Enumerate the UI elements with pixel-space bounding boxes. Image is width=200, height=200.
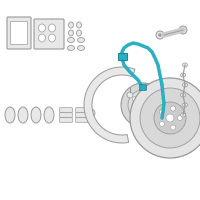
Ellipse shape xyxy=(182,103,188,107)
Circle shape xyxy=(156,31,164,39)
Ellipse shape xyxy=(76,30,82,36)
FancyBboxPatch shape xyxy=(34,19,64,49)
Circle shape xyxy=(87,109,95,117)
Ellipse shape xyxy=(76,22,82,28)
Ellipse shape xyxy=(180,113,186,117)
Polygon shape xyxy=(84,67,135,143)
Circle shape xyxy=(121,83,165,127)
Circle shape xyxy=(135,97,151,113)
FancyBboxPatch shape xyxy=(60,118,72,122)
FancyBboxPatch shape xyxy=(118,53,128,60)
Circle shape xyxy=(140,88,200,148)
Circle shape xyxy=(182,28,184,31)
Circle shape xyxy=(171,125,176,130)
FancyBboxPatch shape xyxy=(60,113,72,117)
FancyBboxPatch shape xyxy=(76,108,88,112)
Circle shape xyxy=(128,90,158,120)
Circle shape xyxy=(159,110,164,115)
Ellipse shape xyxy=(44,107,54,123)
Ellipse shape xyxy=(48,24,56,32)
Ellipse shape xyxy=(68,38,74,43)
Circle shape xyxy=(132,97,137,102)
FancyBboxPatch shape xyxy=(10,21,28,45)
Ellipse shape xyxy=(38,24,46,32)
Ellipse shape xyxy=(48,34,56,42)
FancyBboxPatch shape xyxy=(60,108,72,112)
Circle shape xyxy=(151,102,156,108)
Circle shape xyxy=(179,26,187,34)
FancyBboxPatch shape xyxy=(140,85,146,90)
Ellipse shape xyxy=(68,46,74,50)
Circle shape xyxy=(154,102,186,134)
Ellipse shape xyxy=(38,34,46,42)
Circle shape xyxy=(171,106,176,111)
Ellipse shape xyxy=(5,107,15,123)
FancyBboxPatch shape xyxy=(76,118,88,122)
Ellipse shape xyxy=(31,107,41,123)
Ellipse shape xyxy=(180,93,186,97)
Circle shape xyxy=(90,112,92,114)
Circle shape xyxy=(130,78,200,158)
Ellipse shape xyxy=(18,107,28,123)
Ellipse shape xyxy=(78,38,84,43)
Circle shape xyxy=(159,121,164,126)
Circle shape xyxy=(127,92,133,98)
Circle shape xyxy=(144,112,149,117)
Ellipse shape xyxy=(182,83,188,87)
Ellipse shape xyxy=(68,22,74,28)
FancyBboxPatch shape xyxy=(76,113,88,117)
Ellipse shape xyxy=(78,46,84,50)
FancyBboxPatch shape xyxy=(7,17,31,49)
Circle shape xyxy=(178,116,182,120)
Circle shape xyxy=(144,93,149,98)
Ellipse shape xyxy=(68,30,74,36)
Circle shape xyxy=(140,102,146,108)
Ellipse shape xyxy=(180,73,186,77)
Ellipse shape xyxy=(182,63,188,67)
Circle shape xyxy=(132,108,137,113)
Circle shape xyxy=(166,114,174,122)
Circle shape xyxy=(158,33,162,36)
